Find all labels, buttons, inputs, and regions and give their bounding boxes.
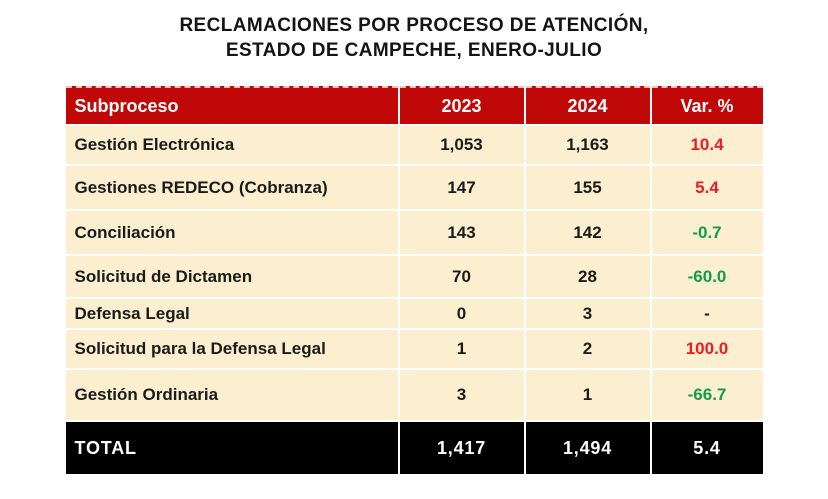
header-cell-var-: Var. % xyxy=(651,86,763,124)
total-label: TOTAL xyxy=(65,422,398,474)
cell-2024: 1,163 xyxy=(525,126,650,164)
cell-2023: 0 xyxy=(399,299,524,328)
chart-title: RECLAMACIONES POR PROCESO DE ATENCIÓN, E… xyxy=(0,0,828,63)
table-header-row: Subproceso 2023 2024 Var. % xyxy=(65,86,763,124)
table-row: Conciliación 143 142 -0.7 xyxy=(65,211,763,254)
cell-2023: 1 xyxy=(399,330,524,368)
table-row: Gestiones REDECO (Cobranza) 147 155 5.4 xyxy=(65,166,763,209)
cell-var-pct: 5.4 xyxy=(651,166,763,209)
cell-var-pct: -0.7 xyxy=(651,211,763,254)
cell-subproceso: Gestiones REDECO (Cobranza) xyxy=(65,166,398,209)
cell-2024: 2 xyxy=(525,330,650,368)
cell-2024: 1 xyxy=(525,370,650,420)
cell-2023: 1,053 xyxy=(399,126,524,164)
cell-subproceso: Gestión Electrónica xyxy=(65,126,398,164)
cell-2023: 147 xyxy=(399,166,524,209)
table-row: Gestión Ordinaria 3 1 -66.7 xyxy=(65,370,763,420)
cell-var-pct: -60.0 xyxy=(651,256,763,297)
cell-var-pct: 100.0 xyxy=(651,330,763,368)
cell-subproceso: Defensa Legal xyxy=(65,299,398,328)
cell-var-pct: - xyxy=(651,299,763,328)
cell-var-pct: 10.4 xyxy=(651,126,763,164)
cell-2024: 28 xyxy=(525,256,650,297)
cell-2023: 70 xyxy=(399,256,524,297)
total-2023: 1,417 xyxy=(399,422,524,474)
table-row: Solicitud de Dictamen 70 28 -60.0 xyxy=(65,256,763,297)
cell-2024: 3 xyxy=(525,299,650,328)
header-cell-subproceso: Subproceso xyxy=(65,86,398,124)
table-total-row: TOTAL 1,417 1,494 5.4 xyxy=(65,422,763,474)
table-row: Defensa Legal 0 3- xyxy=(65,299,763,328)
cell-subproceso: Solicitud de Dictamen xyxy=(65,256,398,297)
title-line-2: ESTADO DE CAMPECHE, ENERO-JULIO xyxy=(225,40,603,61)
title-line-1: RECLAMACIONES POR PROCESO DE ATENCIÓN, xyxy=(179,15,649,36)
table-row: Solicitud para la Defensa Legal 1 2 100.0 xyxy=(65,330,763,368)
cell-2024: 142 xyxy=(525,211,650,254)
cell-2024: 155 xyxy=(525,166,650,209)
table-row: Gestión Electrónica 1,053 1,163 10.4 xyxy=(65,126,763,164)
header-cell-2024: 2024 xyxy=(525,86,650,124)
cell-2023: 3 xyxy=(399,370,524,420)
total-2024: 1,494 xyxy=(525,422,650,474)
cell-var-pct: -66.7 xyxy=(651,370,763,420)
header-cell-2023: 2023 xyxy=(399,86,524,124)
cell-subproceso: Gestión Ordinaria xyxy=(65,370,398,420)
cell-2023: 143 xyxy=(399,211,524,254)
cell-subproceso: Solicitud para la Defensa Legal xyxy=(65,330,398,368)
total-var-pct: 5.4 xyxy=(651,422,763,474)
table-body: Gestión Electrónica 1,053 1,163 10.4 Gestion… xyxy=(65,126,763,420)
claims-table: Subproceso 2023 2024 Var. % Gestión Electró… xyxy=(65,86,763,474)
cell-subproceso: Conciliación xyxy=(65,211,398,254)
